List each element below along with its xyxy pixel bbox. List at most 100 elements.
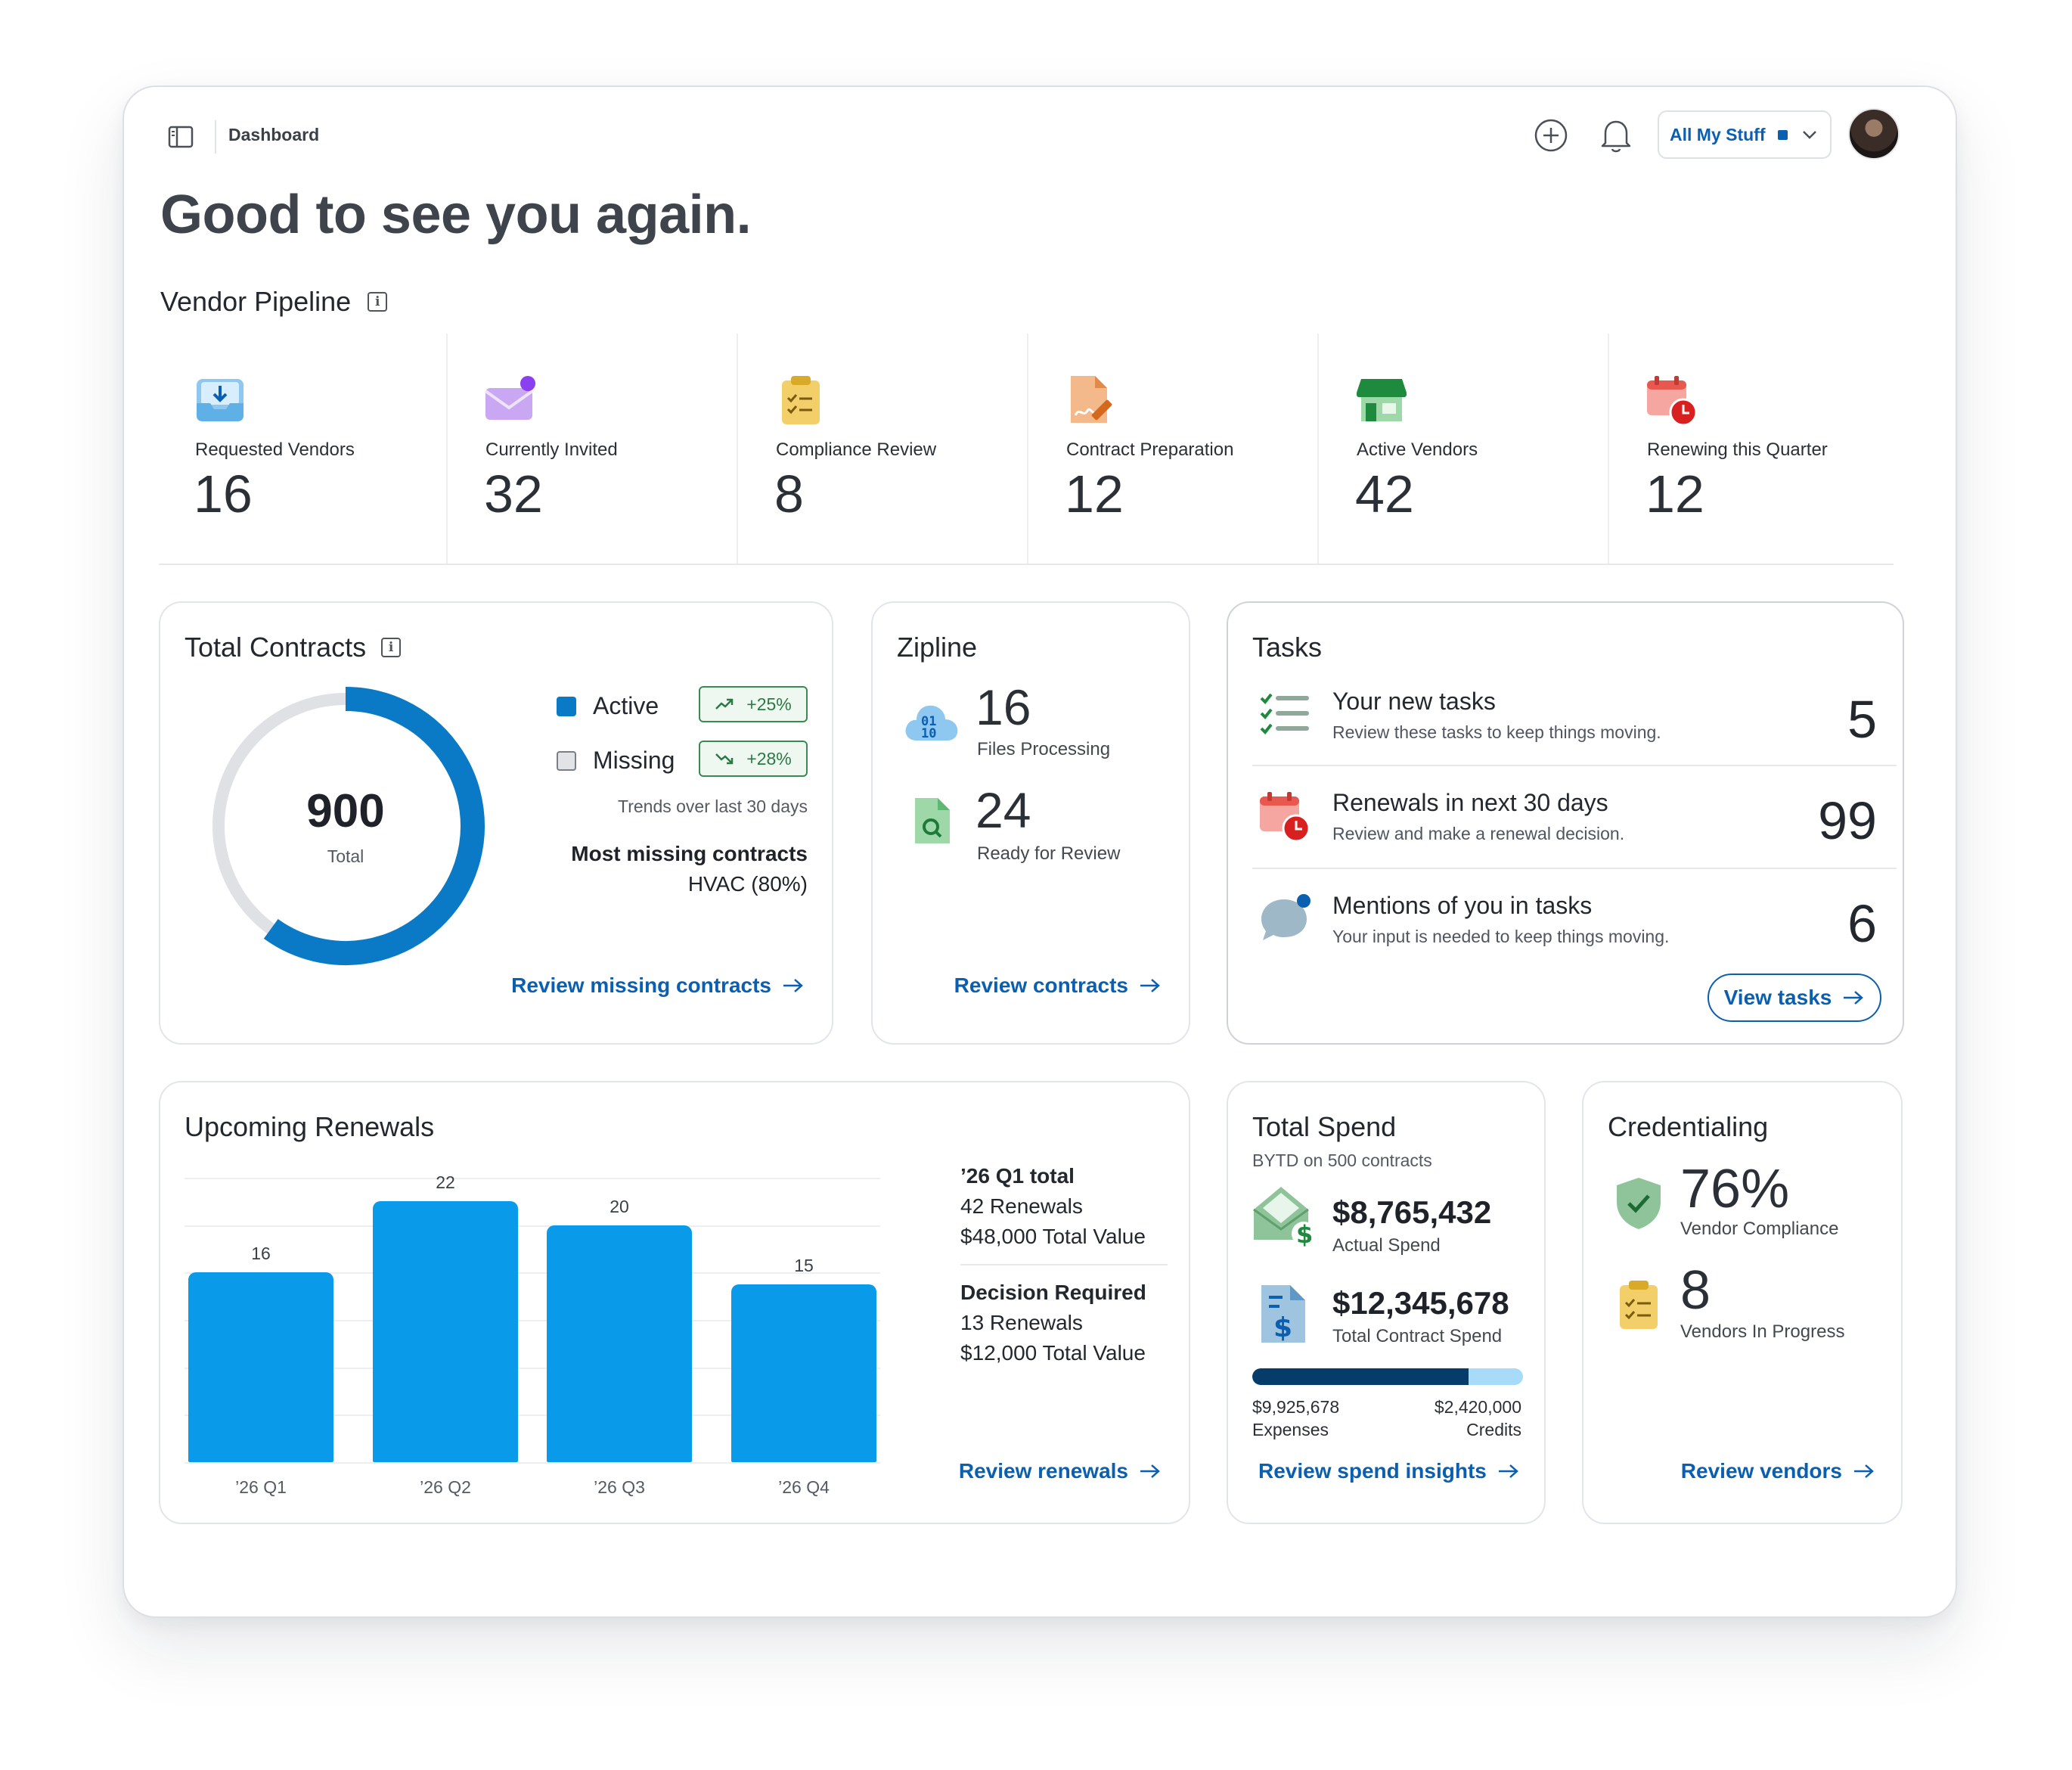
divider [1252,765,1897,766]
divider [1608,334,1609,564]
pipeline-label: Active Vendors [1357,439,1478,460]
chart-bar[interactable] [731,1284,876,1462]
review-spend-insights-link[interactable]: Review spend insights [1258,1459,1520,1483]
task-count: 6 [1847,894,1877,953]
most-missing-title: Most missing contracts [571,842,808,865]
total-contracts-heading: Total Contracts i [185,632,402,663]
document-signature-icon [1071,376,1112,423]
pipeline-label: Requested Vendors [195,439,355,460]
chart-category-label: ’26 Q1 [235,1477,287,1497]
pipeline-count: 42 [1355,464,1414,523]
user-avatar[interactable] [1848,108,1900,160]
pipeline-item-invited[interactable]: Currently Invited 32 [449,334,738,564]
breadcrumb[interactable]: Dashboard [228,125,320,144]
review-missing-contracts-link[interactable]: Review missing contracts [511,974,805,998]
chart-bar[interactable] [373,1201,518,1462]
credits-value: $2,420,000 [1434,1397,1521,1417]
task-title: Mentions of you in tasks [1332,892,1593,919]
donut-active-segment [263,687,485,965]
pipeline-item-renewing[interactable]: Renewing this Quarter 12 [1611,334,1900,564]
link-label: Review missing contracts [511,974,771,997]
chart-grid-line [185,1462,880,1464]
spend-progress-bar [1252,1368,1523,1385]
trend-note: Trends over last 30 days [618,796,808,816]
notification-bell-icon[interactable] [1596,114,1636,157]
pipeline-heading: Vendor Pipeline i [160,286,388,318]
trend-up-icon [715,698,734,710]
arrow-right-icon [1844,991,1864,1005]
view-tasks-button[interactable]: View tasks [1708,974,1881,1022]
checklist-icon [1260,693,1309,734]
pipeline-title: Vendor Pipeline [160,286,352,317]
task-row-renewals[interactable]: Renewals in next 30 days Review and make… [1252,780,1884,881]
trend-value: +25% [746,694,792,714]
task-row-new-tasks[interactable]: Your new tasks Review these tasks to kee… [1252,678,1884,780]
vendor-pipeline: Requested Vendors 16 Currently Invited 3… [159,334,1894,565]
storefront-icon [1357,379,1407,421]
pipeline-label: Contract Preparation [1066,439,1234,460]
contracts-donut-chart [212,687,485,965]
task-row-mentions[interactable]: Mentions of you in tasks Your input is n… [1252,883,1884,984]
pipeline-label: Currently Invited [485,439,618,460]
divider [1317,334,1319,564]
shield-check-icon [1617,1178,1661,1229]
task-subtitle: Review these tasks to keep things moving… [1332,722,1661,742]
files-processing-label: Files Processing [977,739,1111,759]
invoice-dollar-icon: $ [1261,1285,1305,1343]
renewals-bar-chart: 16 ’26 Q1 22 ’26 Q2 20 ’26 Q3 15 ’26 Q4 [160,1082,886,1526]
info-icon[interactable]: i [368,292,388,312]
chart-data-label: 15 [794,1256,814,1275]
envelope-notification-icon [484,376,535,420]
chart-grid-line [185,1414,880,1417]
legend-active: Active [557,692,659,720]
task-subtitle: Review and make a renewal decision. [1332,824,1625,843]
money-envelope-icon: $ [1253,1187,1316,1249]
chart-category-label: ’26 Q2 [420,1477,471,1497]
task-subtitle: Your input is needed to keep things movi… [1332,927,1670,946]
chart-bar[interactable] [188,1272,333,1462]
credits-label: Credits [1466,1420,1521,1439]
trend-badge-missing: +28% [699,741,808,777]
pipeline-item-requested[interactable]: Requested Vendors 16 [159,334,448,564]
chart-grid-line [185,1178,880,1179]
scope-select[interactable]: All My Stuff [1658,110,1832,159]
chart-bar[interactable] [547,1225,692,1462]
pipeline-item-active[interactable]: Active Vendors 42 [1320,334,1609,564]
files-processing-count: 16 [976,679,1031,735]
contract-spend-label: Total Contract Spend [1332,1326,1503,1346]
ready-for-review-label: Ready for Review [977,843,1121,864]
pipeline-item-contract-prep[interactable]: Contract Preparation 12 [1030,334,1319,564]
upcoming-renewals-card: Upcoming Renewals 16 ’26 Q1 22 ’26 Q2 20 ’26 … [159,1081,1190,1524]
svg-text:10: 10 [921,726,936,741]
spend-progress-fill [1252,1368,1469,1385]
chart-grid-line [185,1272,880,1275]
chart-data-label: 22 [436,1172,455,1193]
sidebar-toggle-icon[interactable] [168,124,194,150]
trend-value: +28% [746,748,792,769]
task-title: Your new tasks [1332,688,1496,715]
q1-title: ’26 Q1 total [960,1164,1075,1188]
info-icon[interactable]: i [381,638,402,657]
pipeline-item-compliance[interactable]: Compliance Review 8 [740,334,1028,564]
calendar-clock-icon [1260,792,1311,843]
chart-category-label: ’26 Q3 [594,1477,645,1497]
svg-text:01: 01 [921,714,936,729]
q1-renewals: 42 Renewals [960,1194,1083,1218]
contracts-total-label: Total [327,846,364,866]
review-vendors-link[interactable]: Review vendors [1681,1459,1875,1483]
vendors-in-progress-label: Vendors In Progress [1680,1321,1845,1342]
inbox-download-icon [197,379,243,421]
review-contracts-link[interactable]: Review contracts [954,974,1162,998]
pipeline-count: 32 [484,464,543,523]
svg-text:$: $ [1273,1312,1292,1343]
review-renewals-link[interactable]: Review renewals [959,1459,1162,1483]
calendar-clock-icon [1647,376,1698,426]
chart-grid-line [185,1367,880,1369]
chart-data-label: 16 [251,1244,271,1264]
q1-summary: ’26 Q1 total 42 Renewals $48,000 Total V… [960,1161,1146,1252]
pipeline-count: 12 [1646,464,1704,523]
pipeline-label: Renewing this Quarter [1647,439,1828,460]
actual-spend-value: $8,765,432 [1332,1194,1492,1230]
add-icon[interactable] [1532,116,1570,154]
arrow-right-icon [1140,1464,1160,1478]
